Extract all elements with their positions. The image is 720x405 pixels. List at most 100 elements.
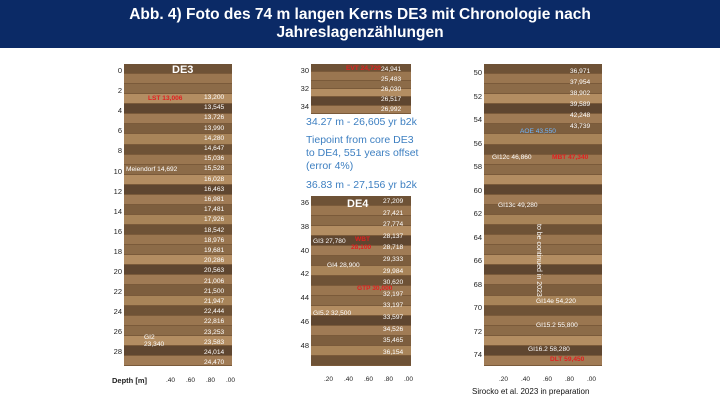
core-segment [124,325,232,335]
age-label: 17,926 [204,216,225,224]
core-segment [311,256,411,265]
depth-label: 2 [117,86,122,96]
core-segment [124,74,232,84]
core-segment [311,64,411,72]
x-tick-label: .40 [521,376,531,383]
depth-label: 26 [113,327,122,337]
core-segment [124,104,232,114]
core-segment [124,265,232,275]
core-segment [484,124,602,134]
tiepoint-annotation: 34.27 m - 26,605 yr b2k Tiepoint from co… [306,116,418,192]
gi2-label: GI2 [144,334,155,341]
gi162-label: GI16.2 58,280 [528,346,570,353]
age-label: 24,014 [204,349,225,356]
age-label: 16,463 [204,185,225,193]
depth-label: 40 [300,245,309,255]
core-segment [124,235,232,245]
depth-label: 32 [300,84,309,93]
depth-label: 36 [300,198,309,207]
core-segment [124,94,232,104]
depth-label: 62 [473,209,482,218]
annotation-line2: Tiepoint from core DE3 [306,134,414,146]
depth-label: 60 [473,185,482,195]
depth-label: 48 [300,340,309,350]
core-segment [484,225,602,235]
core-segment [124,164,232,174]
core-segment [124,184,232,194]
age-label: 13,545 [204,104,225,112]
depth-label: 54 [473,115,482,124]
annotation-depth-de4: 36.83 m - 27,156 yr b2k [306,179,417,191]
gi3-label: GI3 27,780 [313,238,346,245]
core-segment [484,255,602,265]
age-label: 29,333 [383,256,404,263]
depth-label: 42 [300,269,309,279]
core-segment [124,215,232,225]
red-evt-label: EVT 24,720 [346,65,381,72]
core-segment [124,345,232,355]
core-segment [124,355,232,365]
core-segment [124,285,232,295]
annotation-depth-de3: 34.27 m - 26,605 yr b2k [306,116,417,128]
core-segment [124,84,232,94]
core-segment [311,326,411,335]
depth-label: 44 [300,293,309,303]
age-label: 26,030 [381,86,402,93]
x-tick-label: .60 [186,377,196,384]
red-tephra-label: LST 13,006 [148,95,183,102]
age-label: 38,902 [570,90,591,97]
core-segment [124,335,232,345]
core-segment [311,336,411,345]
core-segment [484,315,602,325]
core-segment [484,94,602,104]
core-segment [484,275,602,285]
age-label: 24,941 [381,66,402,73]
core-segment [484,355,602,365]
core-segment [484,64,602,74]
red-bottom-label: DLT 59,450 [550,356,585,363]
core-segment [124,64,232,74]
core-segment [311,236,411,245]
core-segment [484,134,602,144]
core-segment [484,235,602,245]
core-name-de4: DE4 [347,198,369,210]
core-segment [484,245,602,255]
age-label: 22,816 [204,318,225,326]
x-tick-label: .80 [384,376,394,383]
age-label: 26,992 [381,106,402,113]
core-segment [484,295,602,305]
age-label: 32,197 [383,290,404,298]
depth-label: 20 [113,267,122,276]
age-label: 28,137 [383,232,404,240]
depth-label: 38 [300,221,309,231]
core-segment [124,154,232,164]
age-label: 27,774 [383,221,404,229]
core-segment [124,114,232,124]
depth-label: 66 [473,256,482,265]
age-label: 13,200 [204,94,225,101]
depth-label: 56 [473,138,482,148]
core-segment [124,124,232,134]
age-label: 14,647 [204,145,225,152]
wbt-label: WBT [355,236,371,243]
core-segment [124,174,232,184]
core-segment [484,345,602,355]
age-label: 27,421 [383,209,404,217]
x-tick-label: .60 [364,376,374,383]
depth-label: 28 [113,347,122,357]
x-tick-label: .00 [404,376,414,383]
depth-label: 30 [300,66,309,75]
age-label: 14,280 [204,134,225,142]
wbt-age-label: 28,100 [351,244,372,251]
x-tick-label: .00 [226,377,236,384]
age-label: 21,947 [204,298,225,305]
annotation-line3: to DE4, 551 years offset [306,147,419,159]
x-tick-label: .80 [565,376,575,383]
core-photo-de4: DE4 GI3 27,780 WBT 28,100 GI4 28,900 GTP… [311,196,411,366]
core-segment [311,286,411,295]
core-segment [311,216,411,225]
core-segment [484,265,602,275]
core-segment [124,305,232,315]
core-segment [484,84,602,94]
core-segment [484,204,602,214]
